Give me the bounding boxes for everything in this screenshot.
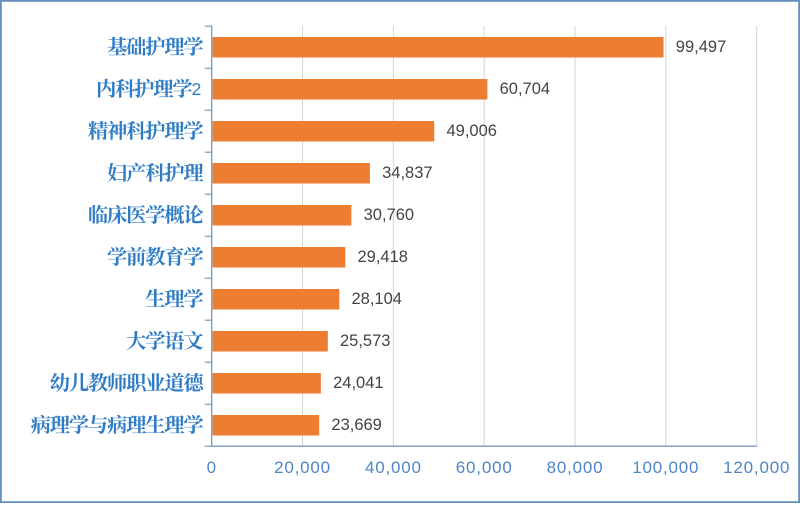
svg-text:0: 0 xyxy=(207,458,217,477)
svg-text:30,760: 30,760 xyxy=(364,206,414,224)
svg-text:100,000: 100,000 xyxy=(632,458,699,477)
svg-text:25,573: 25,573 xyxy=(340,332,390,350)
svg-text:80,000: 80,000 xyxy=(547,458,604,477)
svg-text:120,000: 120,000 xyxy=(723,458,790,477)
svg-text:20,000: 20,000 xyxy=(274,458,331,477)
svg-text:2: 2 xyxy=(192,79,202,99)
svg-text:34,837: 34,837 xyxy=(382,164,432,182)
svg-text:60,000: 60,000 xyxy=(456,458,513,477)
svg-text:49,006: 49,006 xyxy=(447,122,497,140)
svg-text:28,104: 28,104 xyxy=(352,290,402,308)
svg-text:40,000: 40,000 xyxy=(365,458,422,477)
svg-text:99,497: 99,497 xyxy=(676,38,726,56)
svg-text:23,669: 23,669 xyxy=(331,416,381,434)
svg-text:24,041: 24,041 xyxy=(333,374,383,392)
svg-text:29,418: 29,418 xyxy=(358,248,408,266)
svg-text:60,704: 60,704 xyxy=(500,80,550,98)
